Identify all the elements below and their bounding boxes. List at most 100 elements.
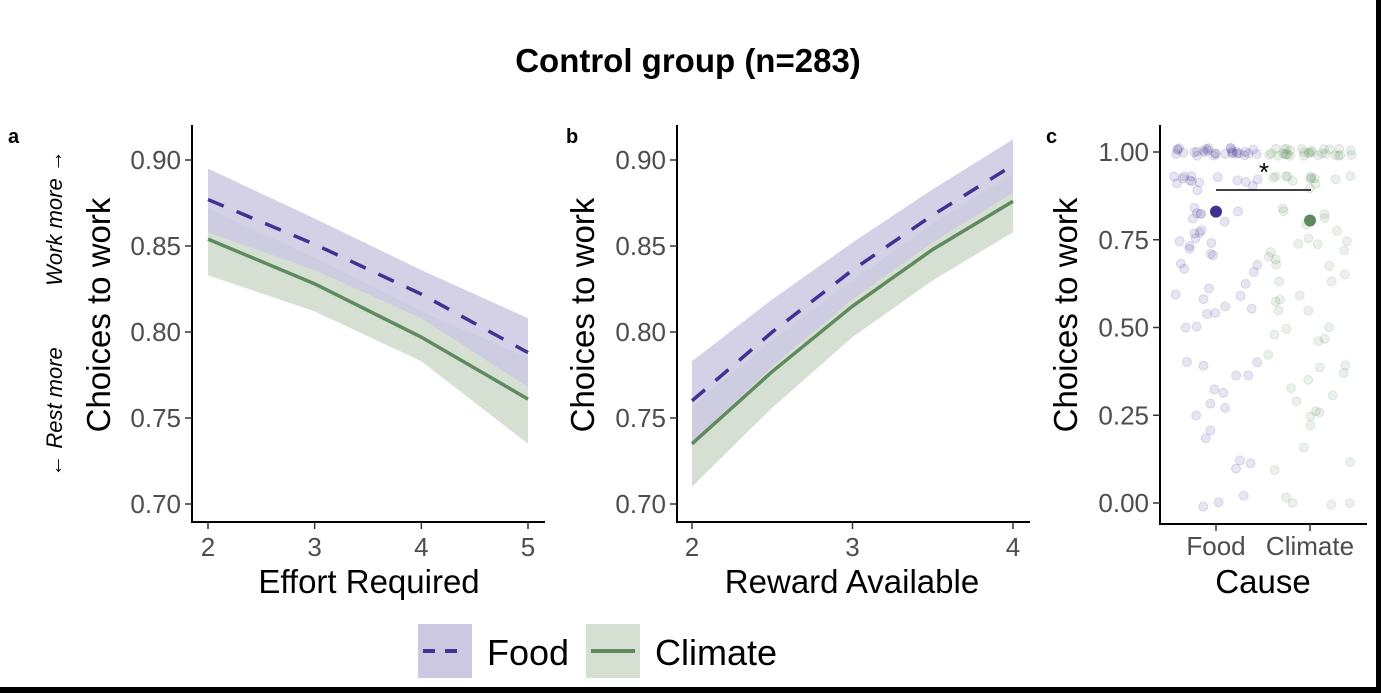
data-point-food	[1202, 145, 1213, 156]
mean-point-food	[1210, 205, 1222, 218]
data-point-food	[1201, 143, 1212, 154]
data-point-food	[1212, 172, 1223, 183]
data-point-climate	[1305, 171, 1316, 182]
data-point-climate	[1326, 499, 1337, 510]
data-point-food	[1189, 147, 1200, 158]
data-point-climate	[1277, 203, 1288, 214]
data-point-climate	[1330, 174, 1341, 185]
data-point-climate	[1269, 329, 1280, 340]
data-point-climate	[1344, 498, 1355, 509]
data-point-food	[1207, 250, 1218, 261]
data-point-climate	[1282, 171, 1293, 182]
data-point-food	[1225, 143, 1236, 154]
data-point-climate	[1319, 213, 1330, 224]
data-point-food	[1189, 203, 1200, 214]
data-point-climate	[1280, 149, 1291, 160]
y-tick-label: 0.90	[130, 145, 181, 175]
data-point-food	[1200, 147, 1211, 158]
data-point-food	[1203, 143, 1214, 154]
data-point-climate	[1305, 420, 1316, 431]
mean-point-climate	[1304, 214, 1316, 227]
y-tick-label: 0.00	[1098, 488, 1149, 518]
panel-b-ticks: 2 3 4 0.70 0.75 0.80 0.85 0.90	[615, 145, 1020, 562]
figure-title: Control group (n=283)	[515, 42, 861, 79]
data-point-food	[1240, 146, 1251, 157]
data-point-climate	[1263, 251, 1274, 262]
data-point-climate	[1305, 173, 1316, 184]
data-point-food	[1186, 176, 1197, 187]
data-point-food	[1187, 213, 1198, 224]
data-point-climate	[1275, 294, 1286, 305]
data-point-food	[1174, 236, 1185, 247]
panel-c-ticks: Food Climate 0.00 0.25 0.50 0.75 1.00	[1098, 137, 1354, 561]
y-axis-label: Choices to work	[80, 197, 117, 432]
data-point-food	[1239, 150, 1250, 161]
data-point-food	[1192, 150, 1203, 161]
data-point-food	[1172, 144, 1183, 155]
x-axis-label: Cause	[1215, 563, 1310, 600]
data-point-climate	[1313, 336, 1324, 347]
y-tick-label: 0.70	[615, 489, 666, 519]
panel-label-a: a	[8, 126, 20, 148]
data-point-food	[1245, 458, 1256, 469]
data-point-food	[1198, 501, 1209, 512]
data-point-food	[1233, 206, 1244, 217]
data-point-food	[1169, 171, 1180, 182]
data-point-food	[1208, 150, 1219, 161]
data-point-climate	[1346, 150, 1357, 161]
y-tick-label: 0.85	[615, 231, 666, 261]
data-point-climate	[1324, 144, 1335, 155]
data-point-food	[1234, 455, 1245, 466]
data-point-food	[1192, 185, 1203, 196]
data-point-food	[1200, 433, 1211, 444]
panel-c: c Food Climate 0.00 0.25 0.50 0.75 1.00 * Caus…	[1046, 125, 1367, 600]
data-point-food	[1191, 321, 1202, 332]
data-point-food	[1234, 148, 1245, 159]
data-point-food	[1248, 266, 1259, 277]
data-point-food	[1210, 148, 1221, 159]
data-point-food	[1198, 360, 1209, 371]
data-point-food	[1205, 398, 1216, 409]
panel-a-plot	[207, 168, 529, 444]
data-point-food	[1218, 387, 1229, 398]
x-tick-label: 3	[307, 532, 321, 562]
x-tick-label: Food	[1186, 531, 1245, 561]
data-point-climate	[1324, 322, 1335, 333]
data-point-food	[1178, 147, 1189, 158]
data-point-food	[1210, 307, 1221, 318]
data-point-climate	[1287, 175, 1298, 186]
data-point-food	[1191, 208, 1202, 219]
rest-more-annotation: ← Rest more	[42, 347, 67, 477]
data-point-food	[1246, 303, 1257, 314]
data-point-climate	[1327, 390, 1338, 401]
x-tick-label: 2	[201, 532, 215, 562]
legend-climate-label: Climate	[655, 632, 777, 673]
data-point-climate	[1270, 296, 1281, 307]
data-point-climate	[1314, 362, 1325, 373]
data-point-food	[1170, 289, 1181, 300]
data-point-climate	[1330, 150, 1341, 161]
ribbon-climate	[208, 208, 528, 444]
data-point-climate	[1294, 290, 1305, 301]
y-tick-label: 0.75	[1098, 225, 1149, 255]
data-point-climate	[1320, 148, 1331, 159]
data-point-food	[1184, 241, 1195, 252]
data-point-food	[1204, 283, 1215, 294]
data-point-climate	[1281, 171, 1292, 182]
data-point-climate	[1280, 492, 1291, 503]
data-point-food	[1174, 143, 1185, 154]
panel-label-c: c	[1046, 126, 1057, 148]
data-point-food	[1179, 171, 1190, 182]
data-point-food	[1225, 143, 1236, 154]
x-tick-label: 2	[685, 532, 699, 562]
data-point-climate	[1293, 238, 1304, 249]
x-tick-label: 3	[845, 532, 859, 562]
y-tick-label: 0.75	[615, 403, 666, 433]
data-point-climate	[1266, 148, 1277, 159]
data-point-climate	[1331, 225, 1342, 236]
data-point-climate	[1265, 247, 1276, 258]
ribbon-climate	[692, 173, 1013, 487]
y-axis-label: Choices to work	[1047, 197, 1084, 432]
data-point-food	[1195, 208, 1206, 219]
